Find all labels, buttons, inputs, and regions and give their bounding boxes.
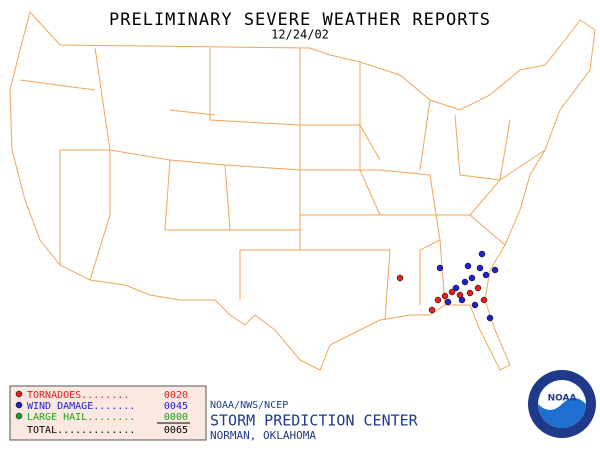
- total-label: TOTAL.............: [27, 425, 135, 436]
- tornado-dot: [480, 296, 488, 304]
- legend-label: WIND DAMAGE.......: [27, 401, 135, 412]
- wind-dot: [476, 264, 484, 272]
- wind-dot: [461, 278, 469, 286]
- wind-dot: [458, 296, 466, 304]
- legend-count: 0045: [164, 401, 188, 412]
- legend-count: 0020: [164, 390, 188, 401]
- wind-dot: [444, 298, 452, 306]
- wind-dot: [486, 314, 494, 322]
- agency: NOAA/NWS/NCEP: [210, 400, 288, 411]
- tornado-dot: [466, 289, 474, 297]
- wind-dot: [491, 266, 499, 274]
- legend-box: [9, 385, 207, 441]
- wind-dot: [468, 274, 476, 282]
- legend-marker: [15, 412, 23, 420]
- center-name: STORM PREDICTION CENTER: [210, 412, 419, 430]
- wind-dot: [482, 271, 490, 279]
- us-map: [9, 10, 596, 371]
- logo-wave: [538, 398, 586, 428]
- legend-marker: [15, 390, 23, 398]
- us-outline: [9, 10, 596, 371]
- legend-label: TORNADOES........: [27, 390, 129, 401]
- wind-dot: [464, 262, 472, 270]
- tornado-dot: [396, 274, 404, 282]
- legend-count: 0000: [164, 412, 188, 423]
- title: PRELIMINARY SEVERE WEATHER REPORTS: [109, 10, 491, 30]
- tornado-dot: [474, 284, 482, 292]
- tornado-dot: [441, 292, 449, 300]
- wind-dot: [471, 301, 479, 309]
- logo-text: NOAA: [548, 394, 577, 404]
- tornado-dot: [434, 296, 442, 304]
- date: 12/24/02: [271, 28, 329, 42]
- legend: TORNADOES........ 0020 WIND DAMAGE......…: [15, 390, 190, 436]
- tornado-dot: [428, 306, 436, 314]
- wind-dot: [436, 264, 444, 272]
- total-count: 0065: [164, 425, 188, 436]
- location: NORMAN, OKLAHOMA: [210, 429, 316, 442]
- legend-marker: [15, 401, 23, 409]
- tornado-dot: [448, 288, 456, 296]
- noaa-logo: NOAA: [528, 370, 596, 438]
- wind-dot: [452, 284, 460, 292]
- wind-dot: [478, 250, 486, 258]
- legend-label: LARGE HAIL........: [27, 412, 135, 423]
- state-lines: [19, 47, 546, 321]
- report-dots: [396, 250, 499, 322]
